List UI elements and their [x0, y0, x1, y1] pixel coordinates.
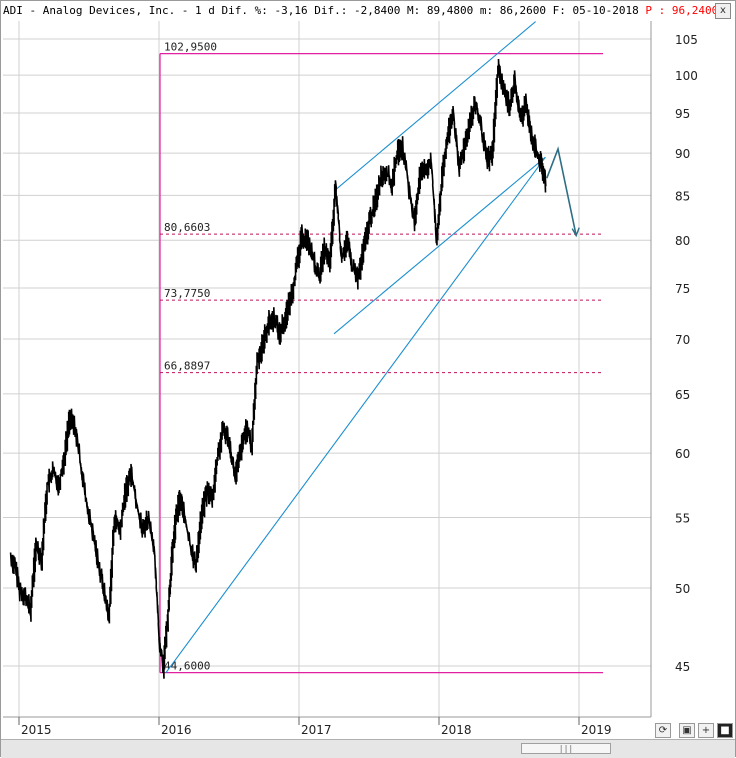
support-trendline	[165, 156, 546, 673]
horizontal-scrollbar[interactable]: |||	[1, 739, 735, 758]
grid	[3, 21, 651, 717]
price-readout: P : 96,2400	[645, 4, 719, 17]
refresh-icon[interactable]: ⟳	[655, 723, 671, 738]
y-tick-label: 50	[675, 582, 690, 596]
y-tick-label: 105	[675, 33, 698, 47]
x-tick-label: 2017	[301, 723, 332, 737]
y-tick-label: 75	[675, 282, 690, 296]
y-tick-label: 45	[675, 660, 690, 674]
close-icon[interactable]: x	[715, 3, 731, 19]
x-tick-label: 2019	[581, 723, 612, 737]
y-tick-label: 100	[675, 69, 698, 83]
price-chart: 102,9500 44,6000 80,6603 73,7750 66,8897 45 5…	[3, 21, 698, 737]
save-icon[interactable]: ▣	[679, 723, 695, 738]
y-tick-label: 55	[675, 512, 690, 526]
range-high-label: 102,9500	[164, 41, 217, 54]
y-tick-label: 90	[675, 147, 690, 161]
fib-level-label: 73,7750	[164, 287, 210, 300]
chart-title-bar: ADI - Analog Devices, Inc. - 1 d Dif. %:…	[3, 3, 718, 19]
projection-arrow	[546, 146, 577, 236]
y-tick-label: 95	[675, 107, 690, 121]
x-tick-label: 2016	[161, 723, 192, 737]
y-tick-label: 70	[675, 333, 690, 347]
x-tick-label: 2018	[441, 723, 472, 737]
annotations: 102,9500 44,6000 80,6603 73,7750 66,8897	[159, 21, 603, 674]
scroll-thumb[interactable]: |||	[521, 743, 611, 754]
price-series-line	[9, 58, 547, 679]
expand-icon[interactable]: ■	[717, 723, 733, 738]
y-tick-label: 80	[675, 234, 690, 248]
symbol-info: ADI - Analog Devices, Inc. - 1 d Dif. %:…	[3, 4, 639, 17]
y-tick-label: 60	[675, 447, 690, 461]
y-tick-label: 65	[675, 388, 690, 402]
fib-level-label: 66,8897	[164, 360, 210, 373]
crosshair-icon[interactable]: +	[698, 723, 714, 738]
channel-lower-trendline	[333, 156, 546, 335]
projection-arrowhead	[571, 227, 580, 238]
x-tick-label: 2015	[21, 723, 52, 737]
fib-level-label: 80,6603	[164, 221, 210, 234]
axes: 45 50 55 60 65 70 75 80 85 90 95 100 105 2015 2016 2017…	[3, 21, 698, 737]
range-low-label: 44,6000	[164, 660, 210, 673]
y-tick-label: 85	[675, 189, 690, 203]
channel-upper-trendline	[333, 21, 536, 192]
